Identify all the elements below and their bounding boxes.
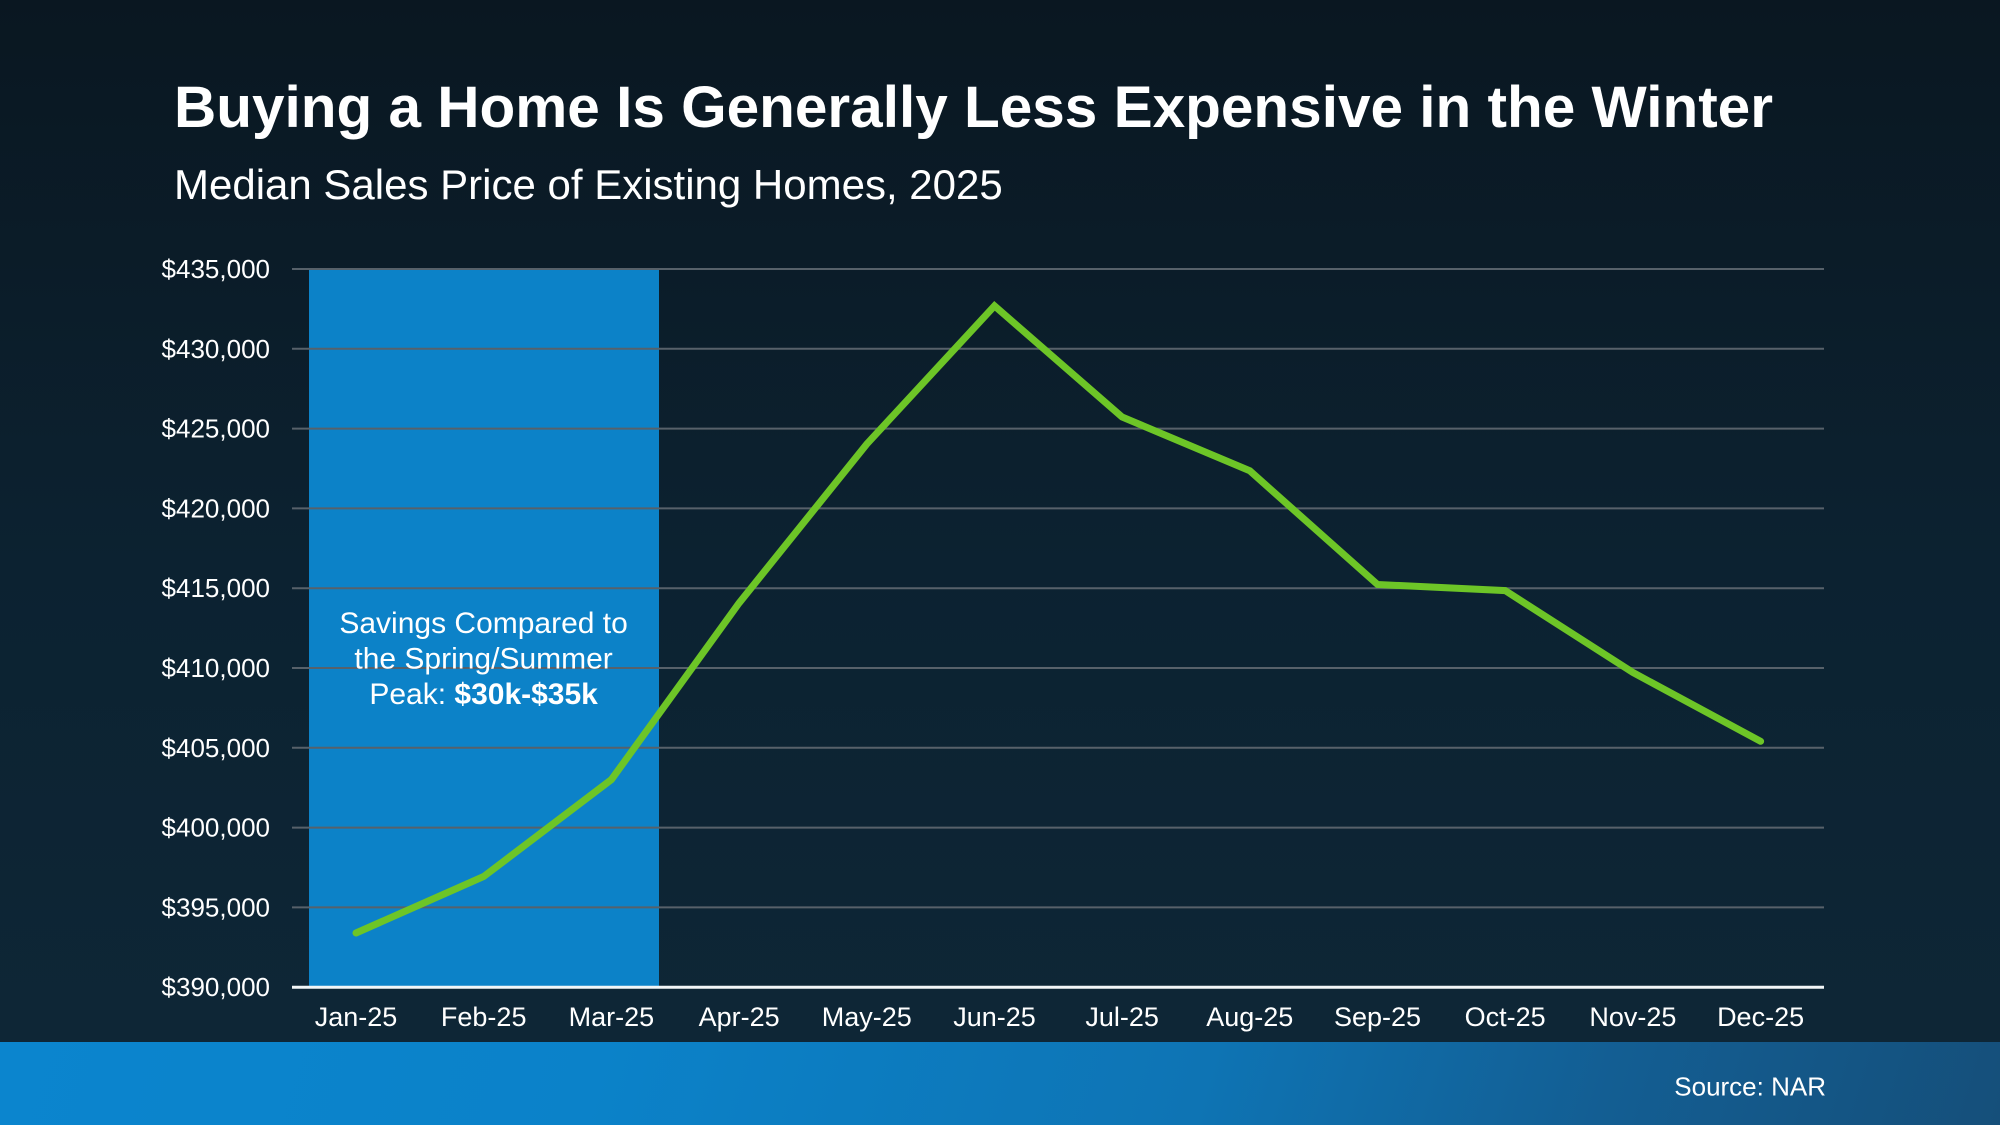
svg-text:Aug-25: Aug-25 xyxy=(1206,1002,1293,1032)
svg-text:Mar-25: Mar-25 xyxy=(569,1002,655,1032)
svg-text:$430,000: $430,000 xyxy=(162,334,270,364)
svg-text:$395,000: $395,000 xyxy=(162,892,270,922)
svg-text:Jun-25: Jun-25 xyxy=(953,1002,1036,1032)
svg-text:$410,000: $410,000 xyxy=(162,653,270,683)
svg-text:Dec-25: Dec-25 xyxy=(1717,1002,1804,1032)
svg-text:Buying a Home Is Generally Les: Buying a Home Is Generally Less Expensiv… xyxy=(174,75,1773,140)
svg-text:Jan-25: Jan-25 xyxy=(315,1002,398,1032)
svg-text:$425,000: $425,000 xyxy=(162,414,270,444)
svg-text:Sep-25: Sep-25 xyxy=(1334,1002,1421,1032)
svg-text:Peak: $30k-$35k: Peak: $30k-$35k xyxy=(369,678,598,711)
svg-text:Median Sales Price of Existing: Median Sales Price of Existing Homes, 20… xyxy=(174,161,1003,208)
svg-text:$435,000: $435,000 xyxy=(162,254,270,284)
svg-text:$415,000: $415,000 xyxy=(162,573,270,603)
svg-text:May-25: May-25 xyxy=(822,1002,912,1032)
svg-text:$390,000: $390,000 xyxy=(162,972,270,1002)
svg-text:Jul-25: Jul-25 xyxy=(1085,1002,1159,1032)
svg-text:$420,000: $420,000 xyxy=(162,493,270,523)
svg-text:Oct-25: Oct-25 xyxy=(1465,1002,1546,1032)
svg-text:Feb-25: Feb-25 xyxy=(441,1002,527,1032)
svg-text:$400,000: $400,000 xyxy=(162,813,270,843)
svg-text:Apr-25: Apr-25 xyxy=(699,1002,780,1032)
svg-text:Nov-25: Nov-25 xyxy=(1589,1002,1676,1032)
svg-text:$405,000: $405,000 xyxy=(162,733,270,763)
svg-text:Source: NAR: Source: NAR xyxy=(1674,1072,1826,1102)
svg-text:Savings Compared to: Savings Compared to xyxy=(339,607,628,640)
svg-text:the Spring/Summer: the Spring/Summer xyxy=(354,643,612,676)
